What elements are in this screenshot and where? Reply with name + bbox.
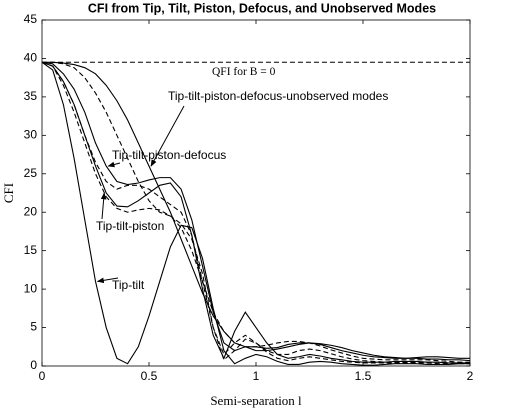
y-tick-label: 30 [24, 128, 38, 142]
y-axis-label: CFI [1, 183, 16, 203]
series-line [41, 61, 471, 362]
x-tick-label: 1 [253, 369, 260, 383]
y-tick-label: 10 [24, 281, 38, 295]
x-tick-label: 2 [467, 369, 474, 383]
x-tick-label: 0 [39, 369, 46, 383]
y-tick-label: 5 [30, 320, 37, 334]
series-line [41, 61, 470, 365]
y-tick-label: 20 [24, 204, 38, 218]
y-tick-label: 25 [24, 166, 38, 180]
y-tick-label: 40 [24, 51, 38, 65]
x-axis-label: Semi-separation l [210, 393, 302, 408]
curve-annotation: Tip-tilt-piston-defocus-unobserved modes [168, 89, 388, 103]
x-tick-label: 1.5 [355, 369, 372, 383]
series-line [42, 61, 470, 359]
y-tick-label: 35 [24, 89, 38, 103]
curve-annotation: Tip-tilt-piston-defocus [112, 148, 226, 162]
annotation-arrow [100, 192, 107, 220]
series-line [41, 61, 470, 364]
series-line [41, 61, 470, 366]
annotation-arrow [96, 277, 119, 284]
series-line [41, 61, 470, 364]
annotation-arrow [107, 161, 121, 168]
y-tick-label: 15 [24, 243, 38, 257]
annotation-arrow [150, 105, 185, 167]
y-tick-label: 45 [24, 12, 38, 26]
reference-label: QFI for B = 0 [212, 66, 276, 78]
y-tick-label: 0 [30, 358, 37, 372]
series-line [42, 61, 470, 363]
x-tick-label: 0.5 [141, 369, 158, 383]
curve-annotation: Tip-tilt-piston [96, 219, 164, 233]
chart-title: CFI from Tip, Tilt, Piston, Defocus, and… [88, 1, 436, 15]
curve-annotation: Tip-tilt [112, 278, 145, 292]
